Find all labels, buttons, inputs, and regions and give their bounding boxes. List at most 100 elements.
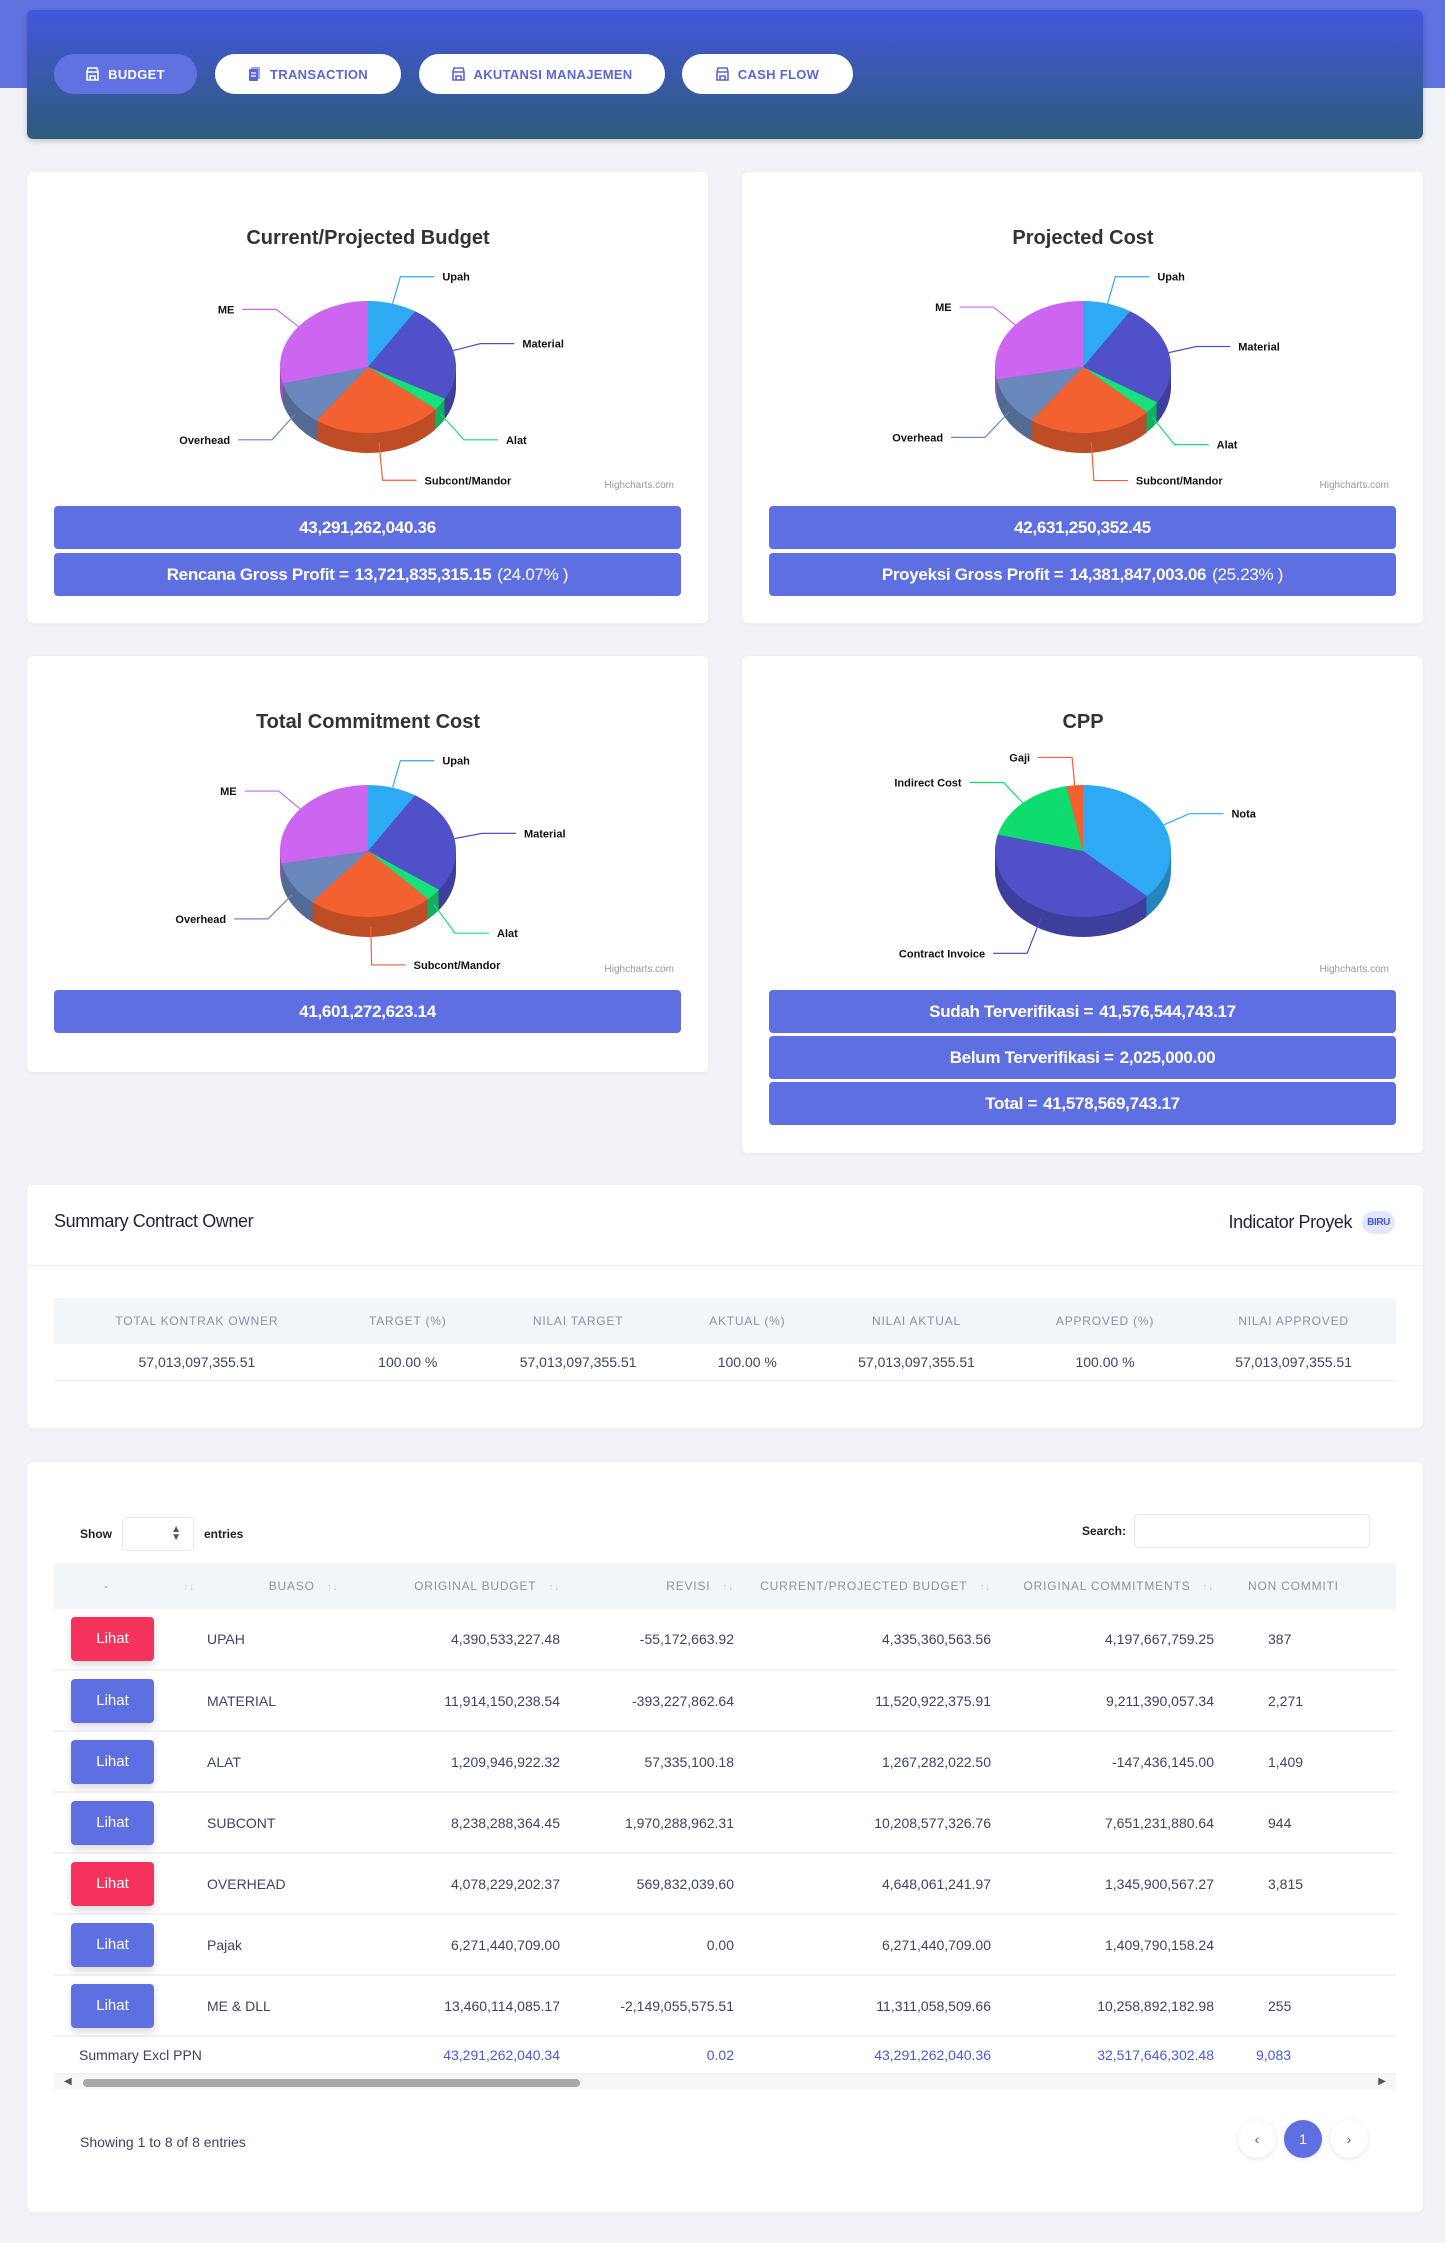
lihat-button[interactable]: Lihat (71, 1861, 154, 1906)
sort-icon[interactable]: ↑↓ (548, 1582, 560, 1593)
pie-slice-nota[interactable] (1083, 785, 1171, 897)
table-row: Lihat OVERHEAD 4,078,229,202.37 569,832,039… (54, 1853, 1396, 1915)
highcharts-credit[interactable]: Highcharts.com (1320, 480, 1389, 491)
cell: 569,832,039.60 (574, 1853, 748, 1915)
column-header: TOTAL KONTRAK OWNER (54, 1298, 340, 1344)
cell: 0.02 (574, 2036, 748, 2075)
buaso-cell: SUBCONT (207, 1792, 400, 1854)
pie-slice-subcont-mandor[interactable] (311, 851, 429, 917)
page-1-button[interactable]: 1 (1284, 2120, 1322, 2158)
cell: 387 (1228, 1609, 1396, 1671)
scroll-left-icon[interactable]: ◀ (64, 2076, 72, 2087)
scroll-right-icon[interactable]: ▶ (1378, 2076, 1386, 2087)
cell: 944 (1228, 1792, 1396, 1854)
nav-budget-button[interactable]: BUDGET (54, 54, 197, 94)
pie-slice-upah[interactable] (368, 301, 416, 367)
cell: 0.00 (574, 1914, 748, 1976)
buaso-table: - ↑↓ BUASO ↑↓ ORIGINAL BUDGET ↑↓ REVISI ↑↓ CURRE… (54, 1563, 1396, 2075)
sort-icon[interactable]: ↑↓ (979, 1582, 991, 1593)
cell: 57,013,097,355.51 (1191, 1344, 1396, 1381)
pie-slice-subcont-mandor[interactable] (1031, 367, 1148, 433)
column-header[interactable]: REVISI ↑↓ (574, 1563, 748, 1609)
indicator-label: Indicator Proyek (1228, 1212, 1353, 1232)
pie-slice-overhead[interactable] (281, 851, 368, 902)
pie-slice-upah[interactable] (368, 785, 416, 851)
connector-line (1090, 442, 1128, 482)
pie-slice-me[interactable] (280, 785, 368, 864)
sort-icon[interactable]: ↑↓ (1202, 1582, 1214, 1593)
cell (1228, 1914, 1396, 1976)
empty-cell (159, 1792, 207, 1854)
lihat-button[interactable]: Lihat (71, 1617, 154, 1661)
pie-slice-indirect-cost[interactable] (997, 786, 1083, 851)
belum-label: Belum Terverifikasi = (949, 1047, 1114, 1067)
column-header[interactable]: BUASO ↑↓ (207, 1563, 400, 1609)
column-header[interactable]: CURRENT/PROJECTED BUDGET ↑↓ (748, 1563, 1005, 1609)
lihat-button[interactable]: Lihat (71, 1983, 154, 2028)
horizontal-scrollbar[interactable]: ◀ ▶ (54, 2075, 1396, 2089)
pie-slice-upah[interactable] (1083, 301, 1131, 367)
budget-pie-chart: Current/Projected Budget Upah Material Alat… (179, 227, 674, 491)
pie-slice-gaji[interactable] (1066, 785, 1083, 851)
highcharts-credit[interactable]: Highcharts.com (1320, 964, 1389, 975)
lihat-button[interactable]: Lihat (71, 1739, 154, 1784)
summary-title: Summary Contract Owner (54, 1211, 254, 1231)
search-input[interactable] (1134, 1514, 1370, 1548)
scroll-thumb[interactable] (83, 2079, 580, 2087)
pie-slice-material[interactable] (368, 311, 457, 399)
lihat-button[interactable]: Lihat (71, 1922, 154, 1967)
pie-slice-me[interactable] (280, 301, 368, 384)
pie-slice-overhead[interactable] (282, 367, 368, 421)
lihat-button[interactable]: Lihat (71, 1678, 154, 1723)
entries-select[interactable]: ▲ ▼ (122, 1517, 194, 1551)
projected-cost-pie-chart: Projected Cost Upah Material Alat Subcont/Ma… (892, 227, 1389, 491)
cell: 2,271 (1228, 1670, 1396, 1732)
document-icon (249, 67, 261, 81)
cell: 1,409,790,158.24 (1005, 1914, 1228, 1976)
column-header[interactable]: ↑↓ (159, 1563, 207, 1609)
prev-page-button[interactable]: ‹ (1238, 2120, 1276, 2158)
pie-slice-subcont-mandor[interactable] (316, 367, 436, 433)
nav-cashflow-button[interactable]: CASH FLOW (682, 54, 853, 94)
lihat-button[interactable]: Lihat (71, 1800, 154, 1845)
slice-label: Overhead (179, 435, 230, 447)
table-scroll-area: - ↑↓ BUASO ↑↓ ORIGINAL BUDGET ↑↓ REVISI ↑↓ CURRE… (54, 1563, 1396, 2083)
pie-slice-material[interactable] (1083, 311, 1171, 403)
pie-slice-alat[interactable] (1083, 367, 1158, 413)
slice-label: Subcont/Mandor (425, 475, 512, 487)
cell: 9,083 (1228, 2036, 1396, 2075)
cell: 4,078,229,202.37 (400, 1853, 574, 1915)
column-header[interactable]: ORIGINAL BUDGET ↑↓ (400, 1563, 574, 1609)
gross-profit-value: 13,721,835,315.15 (354, 564, 492, 584)
store-icon (86, 67, 99, 81)
table-row: Lihat ME & DLL 13,460,114,085.17 -2,149,055… (54, 1975, 1396, 2037)
cell: 32,517,646,302.48 (1005, 2036, 1228, 2075)
next-page-button[interactable]: › (1330, 2120, 1368, 2158)
highcharts-credit[interactable]: Highcharts.com (605, 480, 674, 491)
connector-line (378, 442, 417, 481)
column-header[interactable]: - (54, 1563, 159, 1609)
empty-cell (159, 1975, 207, 2037)
chart-title: Current/Projected Budget (246, 227, 490, 249)
pie-slice-contract-invoice[interactable] (995, 834, 1148, 917)
column-header[interactable]: ORIGINAL COMMITMENTS ↑↓ (1005, 1563, 1228, 1609)
cell: 100.00 % (339, 1344, 476, 1381)
connector-line (454, 832, 516, 840)
summary-table: TOTAL KONTRAK OWNER TARGET (%) NILAI TARGE… (54, 1298, 1396, 1381)
connector-line (959, 306, 1016, 326)
sort-icon[interactable]: ↑↓ (722, 1582, 734, 1593)
pie-slice-alat[interactable] (368, 367, 446, 410)
pie-slice-overhead[interactable] (996, 367, 1083, 421)
pie-slice-alat[interactable] (368, 851, 440, 900)
column-header[interactable]: NON COMMITI (1228, 1563, 1396, 1609)
nav-transaction-button[interactable]: TRANSACTION (215, 54, 401, 94)
highcharts-credit[interactable]: Highcharts.com (605, 964, 674, 975)
pie-slice-me[interactable] (995, 301, 1083, 380)
connector-line (951, 411, 1010, 438)
pie-slice-material[interactable] (368, 795, 456, 890)
sort-icon[interactable]: ↑↓ (326, 1582, 339, 1593)
column-header: NILAI APPROVED (1191, 1298, 1396, 1344)
sort-icon[interactable]: ↑↓ (183, 1582, 195, 1593)
slice-label: Alat (506, 435, 527, 447)
nav-akutansi-button[interactable]: AKUTANSI MANAJEMEN (419, 54, 665, 94)
